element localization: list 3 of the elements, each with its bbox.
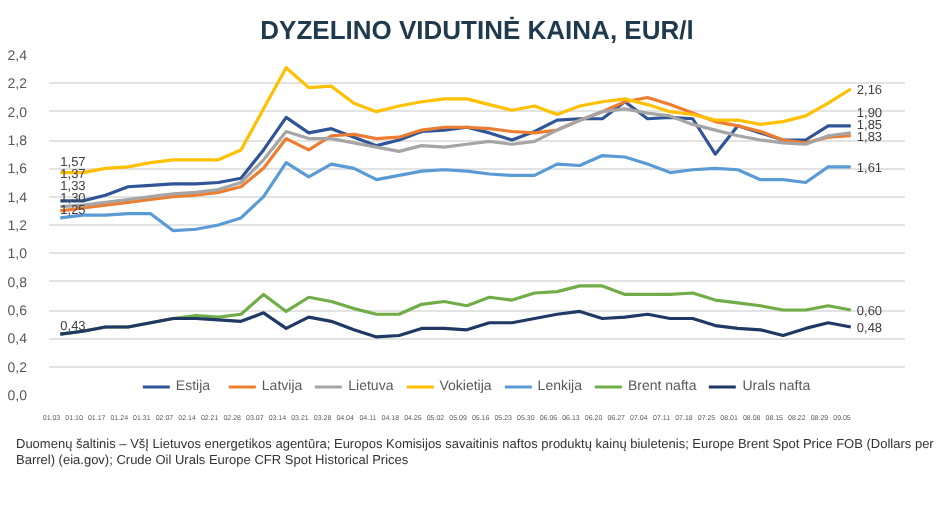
chart-title: DYZELINO VIDUTINĖ KAINA, EUR/l [260, 15, 694, 45]
line-series [58, 153, 853, 233]
line-series [58, 309, 853, 339]
